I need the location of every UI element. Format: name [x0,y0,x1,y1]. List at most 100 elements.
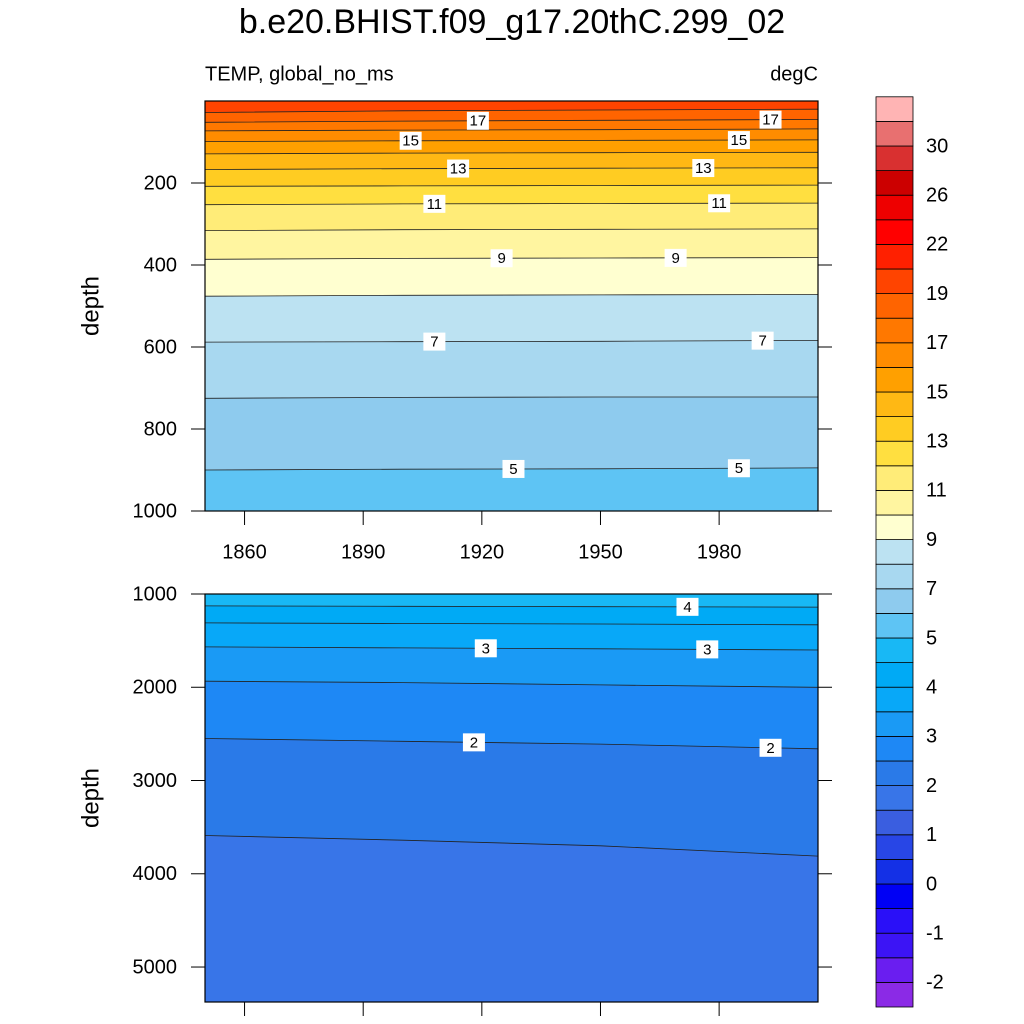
colorbar-box [875,514,914,541]
contour-label-box [423,332,446,351]
plot-area [205,594,818,1002]
y-tick-label: 1000 [133,583,178,605]
x-tick-label: 1950 [578,541,623,563]
contour-label: 13 [450,161,467,178]
contour-label-box [502,459,525,478]
colorbar-box [875,440,914,467]
contour-label-box [759,110,782,129]
contour-label: 5 [509,461,517,478]
contour-label-box [466,111,489,130]
colorbar-label: 2 [926,775,937,797]
colorbar-label: 9 [926,529,937,551]
x-tick-label: 1920 [460,541,505,563]
x-tick-label: 1980 [697,541,742,563]
colorbar-label: 4 [926,676,937,698]
y-tick-label: 3000 [133,770,178,792]
colorbar-box [875,883,914,910]
colorbar-box [875,268,914,295]
colorbar-box [875,489,914,516]
subtitle-left: TEMP, global_no_ms [205,63,394,85]
colorbar-label: 30 [926,135,948,157]
colorbar-label: 3 [926,726,937,748]
contour-line [205,680,818,688]
contour-line [205,605,818,608]
y-tick-label: 600 [144,336,177,358]
plot-frame [204,100,819,512]
colorbar-label: 11 [926,480,947,502]
subtitle-right: degC [770,63,818,85]
colorbar-box [875,219,914,245]
colorbar-box [875,760,914,787]
contour-label: 5 [735,460,743,477]
colorbar-box [875,736,914,762]
colorbar-label: 5 [926,627,937,649]
colorbar-box [875,194,914,221]
colorbar-box [875,662,914,688]
contour-label-box [696,640,719,659]
y-tick-label: 1000 [133,500,178,522]
contour-label-box [727,459,750,478]
colorbar-box [875,342,914,368]
colorbar-box [875,465,914,491]
colorbar-box [875,859,914,885]
colorbar-box [875,613,914,639]
colorbar-box [875,416,914,442]
contour-label: 2 [470,734,478,751]
y-axis-label: depth [77,768,104,828]
colorbar-label: 0 [926,873,937,895]
colorbar-label: -2 [926,972,944,994]
colorbar-box [875,391,914,418]
plot-frame [204,593,819,1003]
contour-line [205,340,818,343]
contour-label-box [676,597,699,616]
contour-label: 17 [470,113,487,130]
chart-title: b.e20.BHIST.f09_g17.20thC.299_02 [239,3,785,41]
contour-label-box [759,738,782,757]
colorbar-label: 19 [926,283,948,305]
contour-label-box [423,194,446,213]
contour-line [205,119,818,123]
colorbar-box [875,96,914,122]
contour-label-box [664,248,687,267]
contour-label: 11 [427,196,443,213]
contour-label: 11 [711,195,727,212]
contour-label: 17 [762,112,779,129]
colorbar-box [875,366,914,393]
contour-fill [205,467,818,511]
colorbar-box [875,317,914,344]
colorbar-box [875,932,914,959]
colorbar-box [875,982,914,1008]
colorbar-box [875,686,914,713]
contour-label-box [474,639,497,658]
colorbar-box [875,908,914,934]
colorbar-label: 1 [926,824,937,846]
contour-label: 7 [758,333,766,350]
colorbar-box [875,293,914,319]
colorbar-box [875,957,914,983]
contour-line [205,396,818,399]
colorbar-box [875,637,914,664]
colorbar-label: 15 [926,381,948,403]
contour-line [205,184,818,187]
contour-label: 9 [497,250,505,267]
x-tick-label: 1860 [222,541,267,563]
contour-label-box [462,733,485,752]
contour-line [205,151,818,155]
y-tick-label: 4000 [133,863,178,885]
contour-label-box [751,331,774,350]
contour-line [205,294,818,297]
contour-line [205,228,818,231]
colorbar-box [875,243,914,270]
colorbar-box [875,170,914,196]
contour-label-box [727,131,750,150]
colorbar-box [875,711,914,737]
colorbar-label: 22 [926,234,948,256]
colorbar-box [875,539,914,565]
contour-label: 15 [402,133,419,150]
contour-label: 7 [430,334,438,351]
contour-label: 4 [683,599,691,616]
plot-area [205,101,818,511]
colorbar-box [875,121,914,147]
colorbar-box [875,588,914,614]
colorbar-label: 7 [926,578,937,600]
